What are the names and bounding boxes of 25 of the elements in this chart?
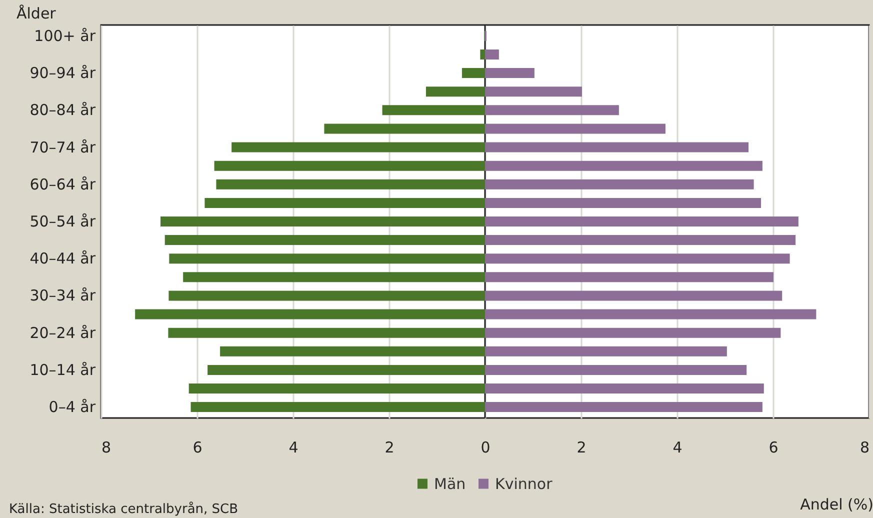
x-tick-label: 2 [384, 438, 394, 456]
y-tick-label: 20–24 år [30, 324, 96, 342]
text: Källa: Statistiska centralbyrån, SCB [9, 501, 238, 517]
y-tick-label: 90–94 år [30, 64, 96, 82]
legend-label: Kvinnor [495, 474, 554, 493]
y-tick-label: 30–34 år [30, 286, 96, 305]
y-axis-title: Ålder [16, 4, 57, 22]
x-tick-label: 2 [576, 438, 586, 456]
x-tick-label: 8 [860, 438, 870, 456]
x-tick-label: 0 [480, 438, 490, 456]
y-tick-label: 60–64 år [30, 175, 96, 194]
y-tick-label: 0–4 år [48, 398, 96, 416]
y-tick-label: 70–74 år [30, 138, 96, 156]
x-tick-label: 8 [102, 438, 112, 456]
y-tick-label: 50–54 år [30, 212, 96, 230]
x-axis-title: Andel (%) [800, 496, 873, 514]
y-tick-label: 100+ år [34, 26, 96, 45]
x-tick-label: 4 [672, 438, 682, 456]
y-tick-label: 80–84 år [30, 101, 96, 120]
y-tick-label: 40–44 år [30, 250, 96, 268]
x-tick-label: 6 [768, 438, 778, 456]
legend-label: Män [434, 474, 466, 493]
x-tick-label: 4 [288, 438, 298, 456]
y-tick-label: 10–14 år [30, 360, 96, 379]
x-tick-label: 6 [192, 438, 202, 456]
